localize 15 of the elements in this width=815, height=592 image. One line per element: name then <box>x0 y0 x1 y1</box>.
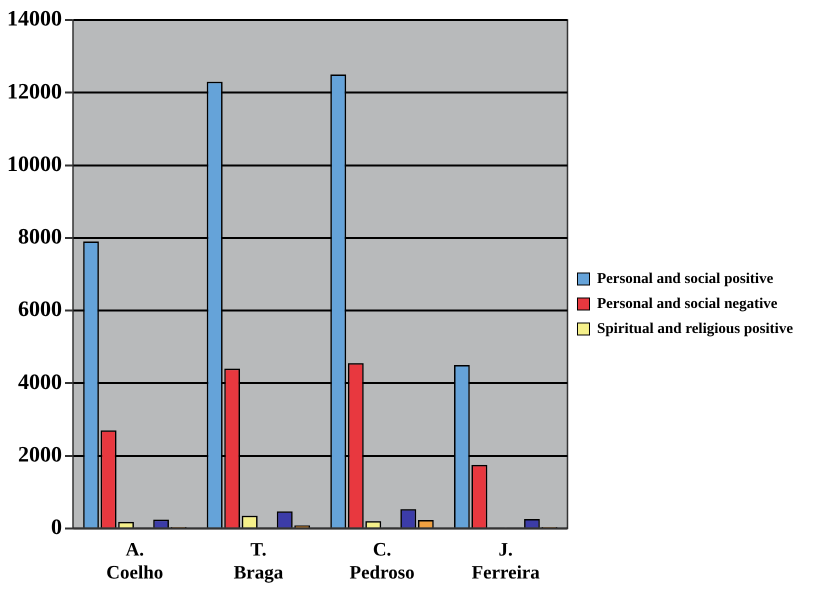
y-tick-label: 2000 <box>18 441 62 466</box>
y-tick-label: 12000 <box>7 78 62 104</box>
legend-label: Personal and social positive <box>596 270 774 287</box>
y-tick-label: 10000 <box>7 150 62 176</box>
x-tick-label: A. Coelho <box>106 540 164 584</box>
y-tick-label: 8000 <box>18 224 62 249</box>
x-tick-label: T. Braga <box>234 540 284 584</box>
x-tick-label: J. Ferreira <box>472 540 540 584</box>
x-tick-label: C. Pedroso <box>350 540 415 584</box>
legend-label: Spiritual and religious positive <box>596 320 794 337</box>
y-tick-label: 0 <box>51 514 62 540</box>
legend-label: Personal and social negative <box>596 296 778 312</box>
y-tick-label: 6000 <box>18 296 62 322</box>
y-tick-label: 14000 <box>7 6 62 31</box>
y-tick-label: 4000 <box>18 368 62 394</box>
